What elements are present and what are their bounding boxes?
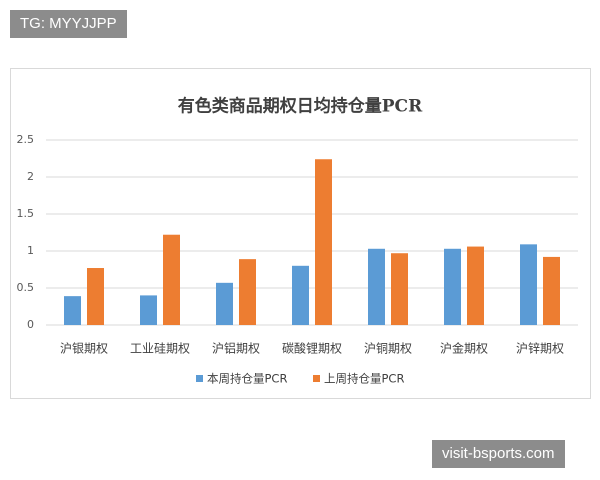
bar [444,248,461,325]
bar [163,234,180,325]
bar [87,268,104,325]
bar [368,248,385,325]
x-tick-label: 碳酸锂期权 [282,341,342,356]
y-tick-label: 1 [27,244,34,257]
y-tick-label: 2.5 [17,133,35,146]
y-tick-label: 1.5 [17,207,35,220]
bar [64,296,81,325]
legend-swatch [313,375,320,382]
bar [292,265,309,325]
bar [391,253,408,325]
x-tick-label: 沪铝期权 [212,341,260,356]
bar [315,159,332,325]
bar [140,295,157,325]
bar [543,256,560,325]
bar [467,246,484,325]
x-tick-label: 沪铜期权 [364,341,412,356]
chart-frame [10,68,591,399]
chart-title: 有色类商品期权日均持仓量PCR [178,96,423,117]
legend-label: 上周持仓量PCR [324,372,404,386]
watermark: TG: MYYJJPP [10,10,127,38]
legend-label: 本周持仓量PCR [207,372,287,386]
bar [239,259,256,325]
bar [216,282,233,325]
y-tick-label: 2 [27,170,34,183]
legend-swatch [196,375,203,382]
x-tick-label: 沪锌期权 [516,342,564,356]
bar [520,244,537,325]
y-tick-label: 0.5 [17,281,35,294]
x-tick-label: 沪银期权 [60,342,108,356]
y-tick-label: 0 [27,318,34,331]
x-tick-label: 工业硅期权 [130,342,190,356]
x-tick-label: 沪金期权 [440,341,488,356]
watermark: visit-bsports.com [432,440,565,468]
